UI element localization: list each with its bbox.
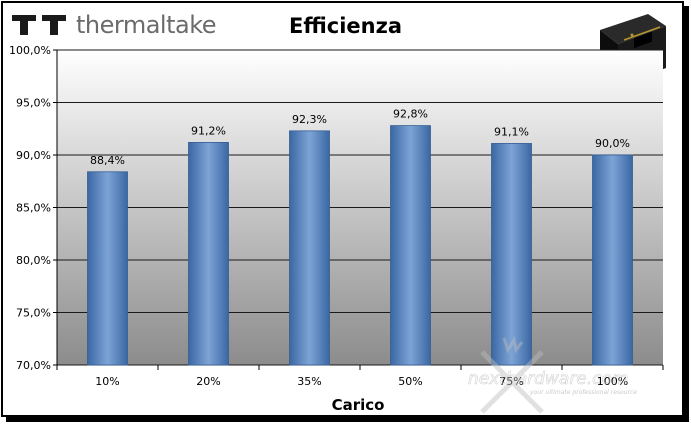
watermark-text: nexthardware.com <box>468 369 628 389</box>
watermark-x-icon <box>480 350 544 414</box>
data-label: 92,3% <box>292 113 327 126</box>
x-tick-label: 10% <box>95 375 119 388</box>
bar-100pct <box>592 154 633 366</box>
data-label: 91,2% <box>191 124 226 137</box>
x-tick-label: 75% <box>499 375 523 388</box>
data-label: 91,1% <box>494 125 529 138</box>
bar-10pct <box>87 171 128 366</box>
data-label: 92,8% <box>393 108 428 121</box>
bar-75pct <box>491 143 532 366</box>
x-axis-label: Carico <box>331 396 385 414</box>
x-tick-label: 20% <box>196 375 220 388</box>
thermaltake-logo-icon <box>12 15 66 35</box>
y-tick-label: 70,0% <box>16 359 51 372</box>
watermark-spark-icon <box>502 335 524 354</box>
chart-title: Efficienza <box>289 14 402 38</box>
y-tick-label: 90,0% <box>16 149 51 162</box>
brand-name: thermaltake <box>76 11 217 39</box>
bar-50pct <box>390 125 431 366</box>
y-tick-label: 75,0% <box>16 307 51 320</box>
x-tick-label: 50% <box>398 375 422 388</box>
watermark-tagline: your ultimate professional resource <box>529 389 637 396</box>
y-tick-label: 85,0% <box>16 202 51 215</box>
data-label: 90,0% <box>595 137 630 150</box>
bar-20pct <box>188 141 229 366</box>
y-tick-label: 100,0% <box>9 44 51 57</box>
brand-logo: thermaltake <box>10 10 217 40</box>
data-label: 88,4% <box>90 154 125 167</box>
bar-35pct <box>289 130 330 366</box>
x-tick-label: 35% <box>297 375 321 388</box>
y-tick-label: 95,0% <box>16 97 51 110</box>
x-tick-label: 100% <box>597 375 628 388</box>
y-tick-label: 80,0% <box>16 254 51 267</box>
